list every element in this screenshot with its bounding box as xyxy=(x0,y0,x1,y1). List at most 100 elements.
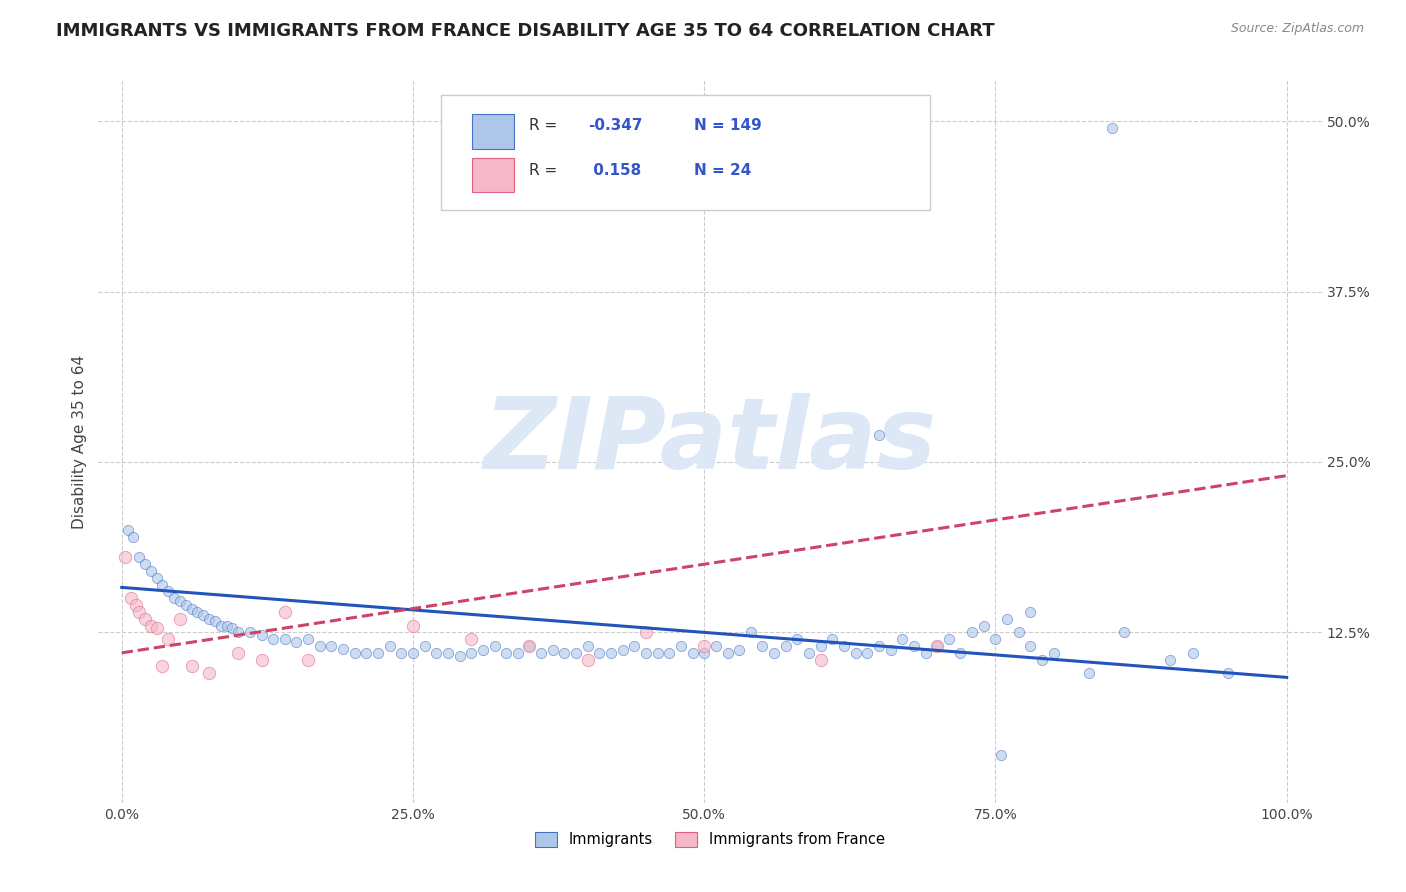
Point xyxy=(786,632,808,647)
Legend: Immigrants, Immigrants from France: Immigrants, Immigrants from France xyxy=(530,826,890,854)
Point xyxy=(198,666,221,681)
Point xyxy=(250,653,273,667)
Point xyxy=(588,646,610,660)
Point xyxy=(262,632,284,647)
Point xyxy=(634,646,657,660)
Point xyxy=(152,659,174,673)
Point xyxy=(519,639,541,653)
Point xyxy=(174,598,197,612)
Point xyxy=(114,550,136,565)
Point xyxy=(139,618,162,632)
Point xyxy=(693,646,716,660)
Point xyxy=(389,646,412,660)
Point xyxy=(226,646,249,660)
Point xyxy=(553,646,575,660)
Point xyxy=(576,639,599,653)
Point xyxy=(1042,646,1064,660)
Point xyxy=(810,653,832,667)
Point xyxy=(1019,639,1042,653)
Point xyxy=(285,635,308,649)
Point xyxy=(125,598,148,612)
Point xyxy=(728,643,751,657)
Point xyxy=(775,639,797,653)
FancyBboxPatch shape xyxy=(471,158,515,193)
Point xyxy=(128,550,150,565)
Point xyxy=(198,612,221,626)
Text: ZIPatlas: ZIPatlas xyxy=(484,393,936,490)
Point xyxy=(530,646,553,660)
Point xyxy=(1031,653,1053,667)
Point xyxy=(751,639,773,653)
Point xyxy=(984,632,1007,647)
Point xyxy=(157,584,180,599)
Text: R =: R = xyxy=(529,163,562,178)
Point xyxy=(495,646,517,660)
Point xyxy=(868,639,890,653)
Point xyxy=(927,639,949,653)
Point xyxy=(949,646,972,660)
Point xyxy=(402,646,425,660)
Point xyxy=(460,646,482,660)
Point xyxy=(1112,625,1135,640)
Y-axis label: Disability Age 35 to 64: Disability Age 35 to 64 xyxy=(72,354,87,529)
Point xyxy=(612,643,634,657)
FancyBboxPatch shape xyxy=(471,114,515,149)
Point xyxy=(519,639,541,653)
Point xyxy=(634,625,657,640)
Point xyxy=(576,653,599,667)
Point xyxy=(180,602,202,616)
Point xyxy=(152,577,174,591)
Point xyxy=(973,618,995,632)
Point xyxy=(693,639,716,653)
Point xyxy=(120,591,142,606)
Point xyxy=(169,594,191,608)
Point xyxy=(1182,646,1205,660)
Point xyxy=(1019,605,1042,619)
Point xyxy=(879,643,901,657)
Point xyxy=(797,646,820,660)
Text: N = 149: N = 149 xyxy=(695,119,762,133)
Point xyxy=(449,648,471,663)
Point xyxy=(658,646,681,660)
Text: 0.158: 0.158 xyxy=(588,163,641,178)
Point xyxy=(810,639,832,653)
Point xyxy=(914,646,936,660)
Point xyxy=(221,621,243,635)
Point xyxy=(402,618,425,632)
Point xyxy=(821,632,844,647)
Point xyxy=(1008,625,1031,640)
Point xyxy=(226,625,249,640)
Point xyxy=(215,618,238,632)
Point xyxy=(845,646,868,660)
Text: N = 24: N = 24 xyxy=(695,163,751,178)
Point xyxy=(1159,653,1181,667)
Point xyxy=(378,639,401,653)
Point xyxy=(297,653,319,667)
Point xyxy=(682,646,704,660)
Point xyxy=(297,632,319,647)
Point xyxy=(128,605,150,619)
Point xyxy=(134,558,156,572)
Point xyxy=(122,530,145,544)
Point xyxy=(471,643,494,657)
Point xyxy=(832,639,855,653)
Point xyxy=(308,639,330,653)
FancyBboxPatch shape xyxy=(441,95,931,211)
Point xyxy=(169,612,191,626)
Point xyxy=(903,639,925,653)
Point xyxy=(239,625,262,640)
Point xyxy=(157,632,180,647)
Point xyxy=(716,646,738,660)
Point xyxy=(1077,666,1099,681)
Point xyxy=(250,628,273,642)
Point xyxy=(506,646,529,660)
Point xyxy=(484,639,506,653)
Point xyxy=(204,615,226,629)
Point xyxy=(891,632,914,647)
Point xyxy=(600,646,623,660)
Point xyxy=(180,659,202,673)
Point xyxy=(990,748,1012,763)
Point xyxy=(163,591,186,606)
Point xyxy=(321,639,343,653)
Point xyxy=(856,646,879,660)
